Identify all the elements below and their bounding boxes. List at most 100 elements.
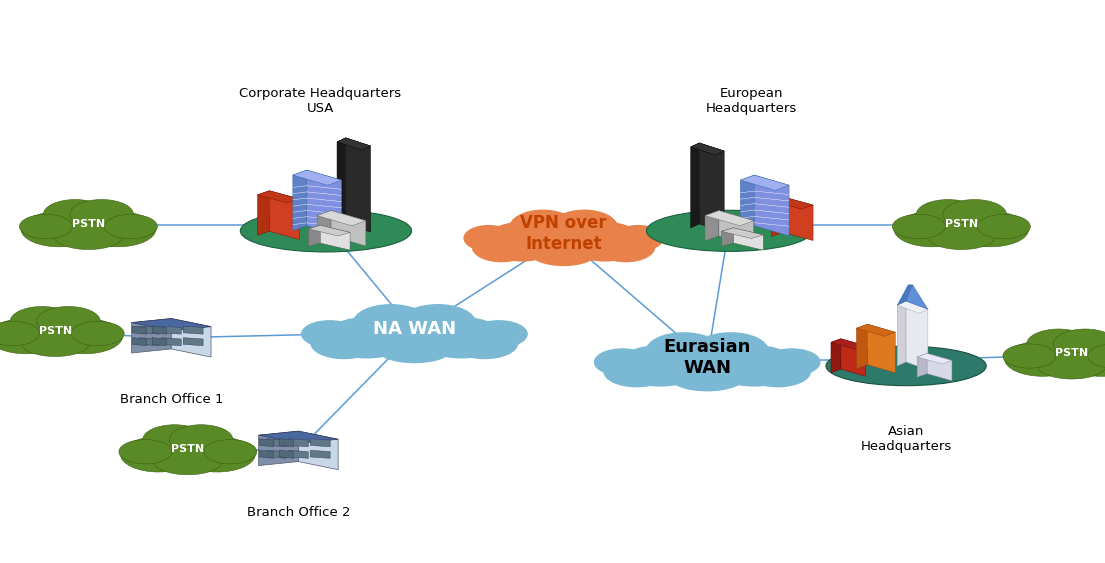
Text: PSTN: PSTN bbox=[39, 326, 72, 336]
Polygon shape bbox=[183, 326, 203, 334]
Ellipse shape bbox=[646, 333, 722, 369]
Polygon shape bbox=[740, 175, 789, 190]
Ellipse shape bbox=[1003, 344, 1056, 368]
Ellipse shape bbox=[745, 356, 810, 387]
Ellipse shape bbox=[1004, 341, 1081, 376]
Ellipse shape bbox=[419, 318, 504, 358]
Ellipse shape bbox=[618, 346, 703, 386]
Ellipse shape bbox=[203, 440, 256, 464]
Polygon shape bbox=[298, 431, 338, 470]
Ellipse shape bbox=[362, 309, 466, 356]
Polygon shape bbox=[856, 324, 895, 336]
Polygon shape bbox=[280, 450, 294, 458]
Ellipse shape bbox=[43, 199, 107, 229]
Polygon shape bbox=[171, 319, 211, 357]
Ellipse shape bbox=[169, 425, 233, 454]
Polygon shape bbox=[161, 326, 181, 334]
Polygon shape bbox=[260, 450, 274, 458]
Text: Branch Office 2: Branch Office 2 bbox=[246, 506, 350, 519]
Ellipse shape bbox=[916, 199, 980, 229]
Polygon shape bbox=[152, 338, 167, 346]
Ellipse shape bbox=[655, 337, 759, 384]
Ellipse shape bbox=[518, 214, 609, 259]
Polygon shape bbox=[337, 138, 370, 150]
Text: European
Headquarters: European Headquarters bbox=[706, 87, 797, 115]
Polygon shape bbox=[311, 439, 330, 447]
Ellipse shape bbox=[154, 448, 222, 475]
Polygon shape bbox=[831, 339, 866, 350]
Text: PSTN: PSTN bbox=[171, 444, 204, 454]
Ellipse shape bbox=[764, 349, 820, 376]
Polygon shape bbox=[288, 439, 308, 447]
Polygon shape bbox=[139, 338, 159, 346]
Ellipse shape bbox=[953, 212, 1029, 247]
Ellipse shape bbox=[54, 222, 123, 249]
Ellipse shape bbox=[21, 212, 97, 247]
Ellipse shape bbox=[485, 222, 559, 261]
Ellipse shape bbox=[21, 329, 90, 356]
Ellipse shape bbox=[2, 311, 108, 354]
Ellipse shape bbox=[1038, 352, 1105, 379]
Ellipse shape bbox=[70, 199, 134, 229]
Polygon shape bbox=[705, 211, 719, 241]
Ellipse shape bbox=[312, 328, 377, 359]
Polygon shape bbox=[133, 338, 147, 346]
Polygon shape bbox=[927, 354, 953, 381]
Ellipse shape bbox=[179, 437, 255, 472]
Polygon shape bbox=[691, 143, 724, 155]
Ellipse shape bbox=[825, 346, 986, 386]
Polygon shape bbox=[831, 339, 841, 373]
Polygon shape bbox=[260, 439, 274, 447]
Polygon shape bbox=[771, 197, 813, 209]
Text: PSTN: PSTN bbox=[72, 219, 105, 229]
Ellipse shape bbox=[241, 210, 411, 252]
Ellipse shape bbox=[464, 226, 514, 251]
Ellipse shape bbox=[1019, 333, 1105, 376]
Ellipse shape bbox=[400, 305, 475, 341]
Polygon shape bbox=[783, 197, 813, 240]
Ellipse shape bbox=[325, 318, 410, 358]
Ellipse shape bbox=[120, 437, 197, 472]
Polygon shape bbox=[308, 225, 350, 236]
Polygon shape bbox=[317, 211, 332, 241]
Polygon shape bbox=[266, 439, 286, 447]
Polygon shape bbox=[771, 197, 783, 236]
Ellipse shape bbox=[646, 211, 812, 252]
Ellipse shape bbox=[35, 204, 141, 247]
Polygon shape bbox=[161, 338, 181, 346]
Polygon shape bbox=[270, 191, 299, 239]
Polygon shape bbox=[722, 228, 734, 247]
Ellipse shape bbox=[143, 425, 207, 454]
Ellipse shape bbox=[568, 222, 642, 261]
Ellipse shape bbox=[46, 319, 123, 354]
Ellipse shape bbox=[377, 335, 452, 363]
Polygon shape bbox=[906, 301, 928, 370]
Ellipse shape bbox=[10, 306, 74, 336]
Polygon shape bbox=[897, 301, 928, 313]
Polygon shape bbox=[867, 324, 895, 373]
Polygon shape bbox=[897, 301, 906, 366]
Polygon shape bbox=[131, 319, 171, 353]
Ellipse shape bbox=[1027, 329, 1091, 359]
Polygon shape bbox=[307, 170, 341, 236]
Ellipse shape bbox=[530, 239, 597, 265]
Ellipse shape bbox=[80, 212, 156, 247]
Ellipse shape bbox=[0, 319, 64, 354]
Polygon shape bbox=[346, 138, 370, 232]
Ellipse shape bbox=[471, 321, 527, 347]
Ellipse shape bbox=[452, 328, 518, 359]
Polygon shape bbox=[856, 324, 867, 369]
Polygon shape bbox=[259, 431, 298, 466]
Polygon shape bbox=[897, 285, 913, 305]
Ellipse shape bbox=[670, 363, 745, 391]
Polygon shape bbox=[280, 439, 294, 447]
Ellipse shape bbox=[1063, 341, 1105, 376]
Polygon shape bbox=[259, 431, 338, 443]
Text: PSTN: PSTN bbox=[1055, 348, 1088, 358]
Ellipse shape bbox=[604, 356, 670, 387]
Ellipse shape bbox=[104, 215, 157, 239]
Ellipse shape bbox=[473, 233, 530, 262]
Polygon shape bbox=[917, 354, 927, 377]
Polygon shape bbox=[139, 326, 159, 334]
Polygon shape bbox=[266, 450, 286, 458]
